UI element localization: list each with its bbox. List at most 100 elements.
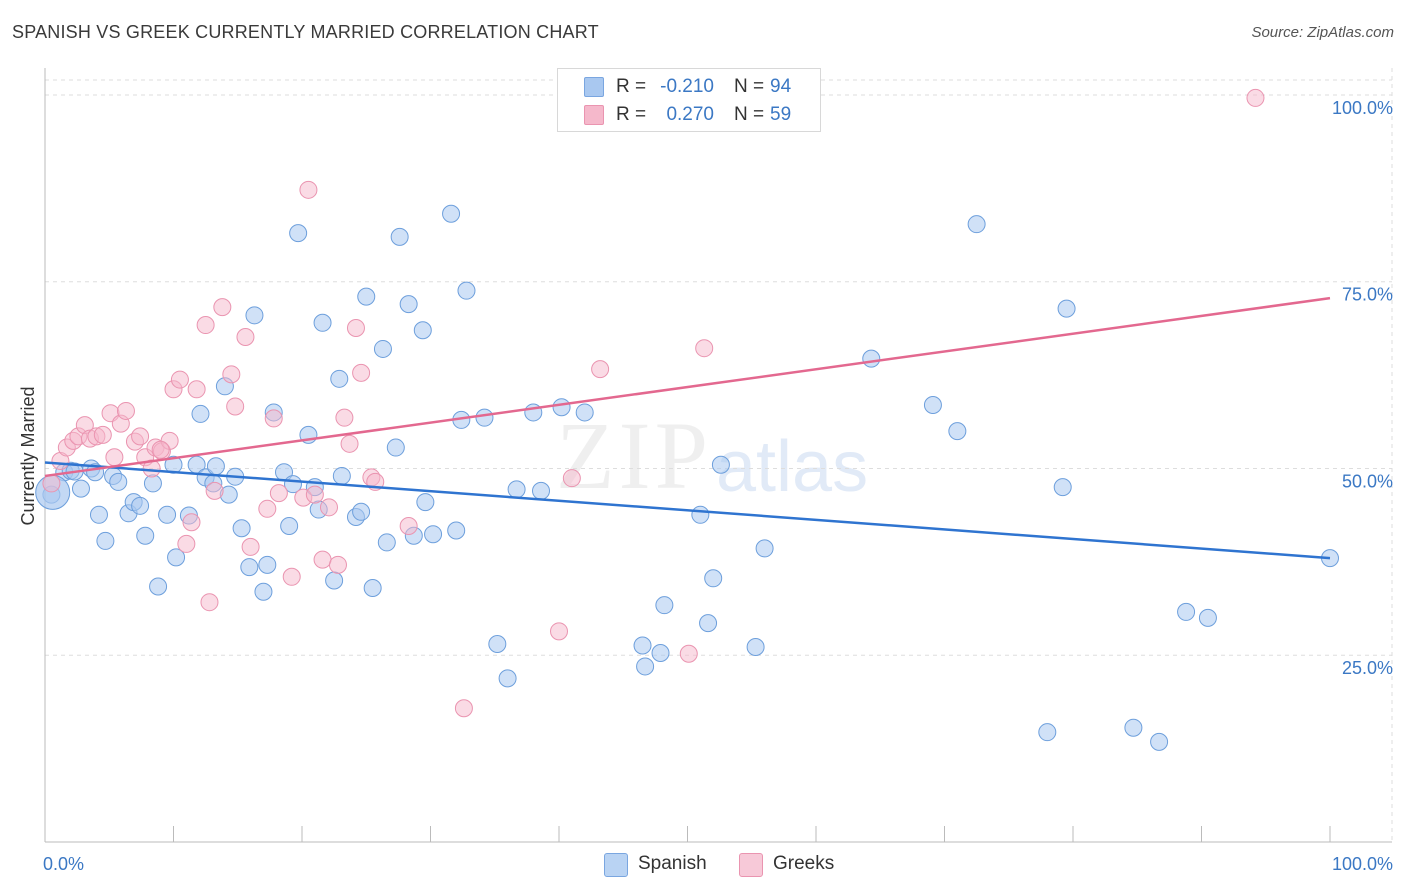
spanish-point: [498, 669, 517, 688]
greek-point: [591, 360, 610, 379]
greek-point: [258, 499, 277, 518]
x-tick-label: 0.0%: [43, 854, 84, 874]
spanish-point: [71, 479, 90, 498]
x-tick-label: 100.0%: [1332, 854, 1393, 874]
spanish-point: [390, 227, 409, 246]
spanish-point: [332, 466, 351, 485]
greek-point: [264, 409, 283, 428]
trend-lines: [44, 296, 1331, 560]
spanish-point: [442, 204, 461, 223]
greek-point: [562, 469, 581, 488]
spanish-point: [967, 215, 986, 234]
spanish-point: [377, 533, 396, 552]
spanish-point: [136, 526, 155, 545]
greek-swatch: [739, 853, 763, 877]
spanish-point: [158, 505, 177, 524]
r-label: R =: [616, 104, 647, 125]
greek-point: [695, 339, 714, 358]
spanish-point: [330, 369, 349, 388]
greek-trend-line: [44, 296, 1331, 478]
r-label: R =: [616, 76, 647, 97]
greek-point: [328, 555, 347, 574]
greek-point: [196, 316, 215, 335]
spanish-point: [552, 398, 571, 417]
spanish-point: [923, 395, 942, 414]
spanish-point: [746, 638, 765, 657]
spanish-point: [206, 457, 225, 476]
greek-point: [399, 516, 418, 535]
greek-points: [42, 85, 1265, 718]
n-value: 94: [770, 76, 792, 97]
greek-point: [131, 427, 150, 446]
spanish-point: [507, 480, 526, 499]
greek-point: [299, 180, 318, 199]
r-value: 0.270: [666, 104, 714, 125]
spanish-point: [1038, 723, 1057, 742]
spanish-point: [240, 558, 259, 577]
chart-title: SPANISH VS GREEK CURRENTLY MARRIED CORRE…: [12, 22, 599, 42]
spanish-swatch: [604, 853, 628, 877]
greek-point: [305, 485, 324, 504]
spanish-point: [149, 577, 168, 596]
greek-point: [454, 699, 473, 718]
spanish-point: [691, 505, 710, 524]
greek-point: [335, 408, 354, 427]
spanish-trend-line: [44, 461, 1331, 560]
spanish-point: [258, 555, 277, 574]
spanish-point: [96, 531, 115, 550]
greek-point: [222, 365, 241, 384]
watermark-atlas: atlas: [716, 427, 869, 507]
spanish-point: [89, 505, 108, 524]
spanish-point: [1198, 608, 1217, 627]
spanish-point: [1053, 478, 1072, 497]
y-tick-label: 50.0%: [1342, 471, 1393, 491]
n-value: 59: [770, 104, 792, 125]
spanish-point: [457, 281, 476, 300]
greek-point: [319, 498, 338, 517]
greek-point: [226, 397, 245, 416]
spanish-point: [633, 636, 652, 655]
greek-point: [313, 550, 332, 569]
greek-point: [340, 434, 359, 453]
spanish-point: [948, 422, 967, 441]
spanish-point: [363, 579, 382, 597]
spanish-point: [532, 481, 551, 500]
greek-swatch: [584, 105, 604, 125]
spanish-point: [413, 321, 432, 340]
spanish-point: [254, 582, 273, 601]
spanish-point: [447, 521, 466, 540]
greek-point: [241, 537, 260, 556]
spanish-point: [1057, 299, 1076, 318]
spanish-point: [313, 313, 332, 332]
greek-point: [269, 484, 288, 503]
greek-point: [550, 622, 568, 641]
greek-point: [200, 593, 219, 612]
spanish-point: [245, 306, 264, 325]
spanish-point: [191, 404, 210, 423]
spanish-point: [232, 519, 251, 538]
greek-point: [170, 370, 189, 389]
spanish-point: [1124, 718, 1143, 737]
greek-point: [1246, 88, 1265, 107]
spanish-point: [386, 438, 405, 457]
axes: [44, 68, 1392, 843]
axis-labels: 25.0% 50.0% 75.0% 100.0% 0.0% 100.0% Currently…: [18, 98, 1393, 874]
spanish-point: [699, 614, 718, 633]
spanish-point: [416, 493, 435, 512]
y-axis-title: Currently Married: [18, 386, 38, 525]
spanish-swatch: [584, 77, 604, 97]
gridlines: [45, 68, 1393, 842]
spanish-point: [289, 224, 308, 243]
spanish-point: [131, 496, 150, 515]
spanish-point: [1177, 602, 1196, 621]
y-tick-label: 25.0%: [1342, 658, 1393, 678]
spanish-point: [373, 339, 392, 358]
spanish-point: [655, 596, 674, 615]
greek-point: [116, 401, 135, 420]
greek-point: [352, 363, 371, 382]
legend-label-spanish: Spanish: [638, 853, 707, 874]
greek-point: [93, 425, 112, 444]
y-tick-label: 75.0%: [1342, 285, 1393, 305]
greek-point: [282, 567, 301, 586]
n-label: N =: [734, 104, 765, 125]
